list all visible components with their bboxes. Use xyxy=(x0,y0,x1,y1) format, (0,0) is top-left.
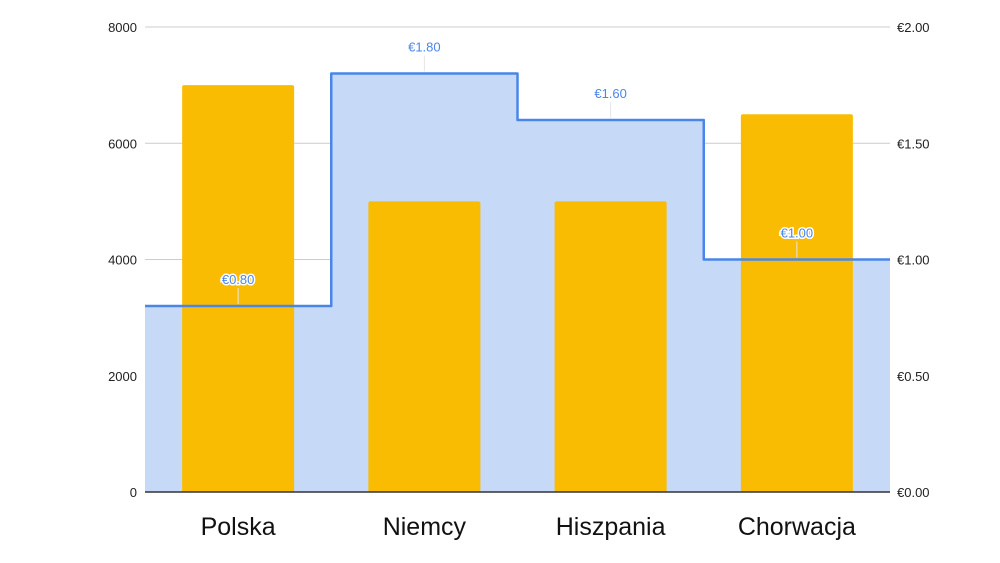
stepped-line xyxy=(145,72,890,308)
left-tick-label: 8000 xyxy=(108,20,137,35)
right-tick-label: €2.00 xyxy=(897,20,930,35)
bar-chorwacja xyxy=(740,114,853,492)
category-label: Chorwacja xyxy=(738,513,856,541)
right-tick-label: €0.50 xyxy=(897,369,930,384)
category-label: Niemcy xyxy=(383,513,467,541)
right-tick-label: €1.50 xyxy=(897,136,930,151)
category-label: Hiszpania xyxy=(556,513,666,541)
left-tick-label: 6000 xyxy=(108,136,137,151)
data-labels: €0.80 €1.80 €1.60 €1.00 xyxy=(220,38,815,304)
data-label: €0.80 xyxy=(222,272,255,287)
bar-series xyxy=(182,85,853,492)
left-tick-label: 2000 xyxy=(108,369,137,384)
right-tick-label: €0.00 xyxy=(897,485,930,500)
data-label: €1.80 xyxy=(408,40,441,55)
axes: 0 2000 4000 6000 8000 €0.00 €0.50 €1.00 €1.50 €2.… xyxy=(108,20,929,541)
left-tick-label: 4000 xyxy=(108,253,137,268)
bar-hiszpania xyxy=(554,201,667,492)
category-label: Polska xyxy=(201,513,276,541)
bar-niemcy xyxy=(368,201,481,492)
data-label: €1.00 xyxy=(781,226,814,241)
stepped-line-path xyxy=(145,72,890,308)
data-label: €1.60 xyxy=(594,86,627,101)
left-tick-label: 0 xyxy=(130,485,137,500)
right-tick-label: €1.00 xyxy=(897,253,930,268)
